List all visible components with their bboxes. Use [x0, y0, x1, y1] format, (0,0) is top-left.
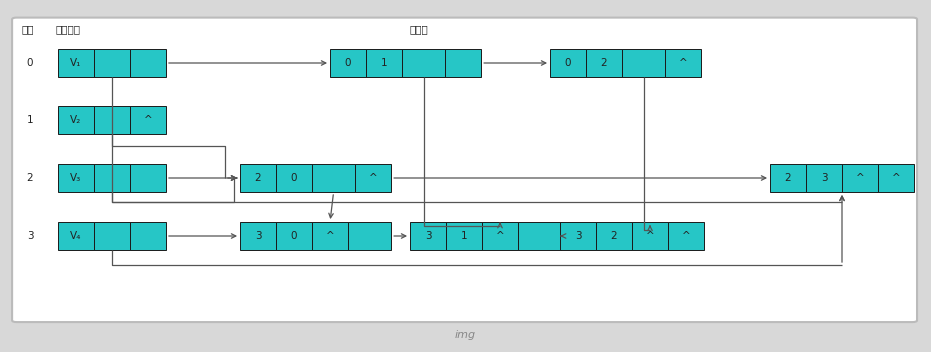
Bar	[330, 49, 366, 77]
Text: 2: 2	[785, 173, 791, 183]
Bar	[130, 164, 166, 192]
Text: 2: 2	[611, 231, 617, 241]
Text: 1: 1	[461, 231, 467, 241]
Bar	[446, 222, 482, 250]
Bar	[806, 164, 842, 192]
Bar	[632, 222, 668, 250]
Text: 1: 1	[27, 115, 34, 125]
Bar	[668, 222, 704, 250]
Bar	[842, 164, 878, 192]
Bar	[58, 49, 94, 77]
Bar	[366, 49, 402, 77]
Text: 3: 3	[255, 231, 262, 241]
Bar	[312, 164, 356, 192]
Bar	[482, 222, 518, 250]
Bar	[130, 106, 166, 134]
Text: 0: 0	[565, 58, 572, 68]
Text: 0: 0	[344, 58, 351, 68]
Text: 0: 0	[27, 58, 34, 68]
Text: img: img	[454, 330, 476, 340]
Text: ^: ^	[495, 231, 505, 241]
Text: ^: ^	[369, 173, 378, 183]
Bar	[58, 164, 94, 192]
Bar	[410, 222, 446, 250]
Bar	[348, 222, 391, 250]
Text: ^: ^	[645, 231, 654, 241]
Bar	[312, 222, 348, 250]
Bar	[276, 164, 312, 192]
Bar	[276, 222, 312, 250]
Bar	[58, 222, 94, 250]
Text: 2: 2	[255, 173, 262, 183]
Text: 0: 0	[290, 173, 297, 183]
Bar	[445, 49, 481, 77]
Text: V₃: V₃	[71, 173, 82, 183]
Text: 1: 1	[381, 58, 387, 68]
Text: V₁: V₁	[71, 58, 82, 68]
Bar	[356, 164, 391, 192]
Text: 0: 0	[290, 231, 297, 241]
Text: 3: 3	[425, 231, 431, 241]
Text: 边节点: 边节点	[410, 24, 429, 34]
Text: ^: ^	[892, 173, 900, 183]
Bar	[94, 49, 130, 77]
Text: ^: ^	[143, 115, 153, 125]
Bar	[402, 49, 445, 77]
Text: ^: ^	[681, 231, 691, 241]
Text: 3: 3	[27, 231, 34, 241]
Bar	[58, 106, 94, 134]
Bar	[130, 222, 166, 250]
Text: ^: ^	[679, 58, 688, 68]
Bar	[586, 49, 622, 77]
Bar	[94, 164, 130, 192]
Bar	[560, 222, 596, 250]
Text: 2: 2	[27, 173, 34, 183]
Bar	[240, 164, 276, 192]
Text: 表头节点: 表头节点	[55, 24, 80, 34]
Bar	[878, 164, 914, 192]
Text: 3: 3	[821, 173, 828, 183]
Bar	[666, 49, 701, 77]
Bar	[596, 222, 632, 250]
Text: V₂: V₂	[71, 115, 82, 125]
Text: V₄: V₄	[71, 231, 82, 241]
Bar	[518, 222, 561, 250]
Bar	[240, 222, 276, 250]
Bar	[94, 106, 130, 134]
Bar	[550, 49, 586, 77]
Text: 2: 2	[600, 58, 607, 68]
Text: ^: ^	[326, 231, 334, 241]
Text: ^: ^	[856, 173, 864, 183]
Text: 下标: 下标	[22, 24, 34, 34]
Bar	[130, 49, 166, 77]
Bar	[622, 49, 666, 77]
Bar	[94, 222, 130, 250]
Text: 3: 3	[574, 231, 581, 241]
Bar	[770, 164, 806, 192]
